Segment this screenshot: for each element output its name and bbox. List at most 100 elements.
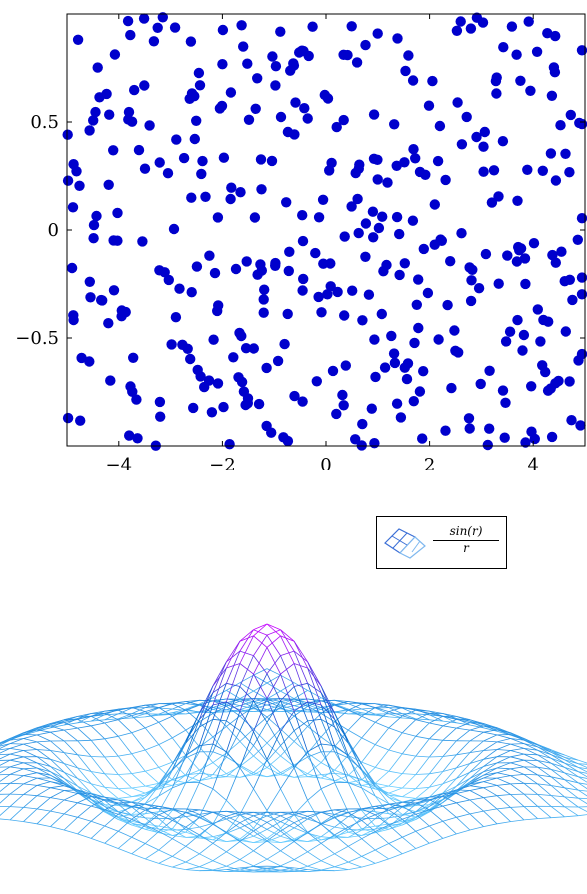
mesh-line [185,773,200,776]
mesh-line [158,817,173,820]
mesh-line [226,764,241,778]
mesh-line [91,719,105,722]
mesh-line [523,774,538,785]
scatter-point [423,100,435,111]
scatter-point [155,411,166,422]
scatter-point [367,206,379,217]
mesh-line [226,840,240,842]
scatter-point [479,126,490,138]
scatter-point [522,164,533,175]
mesh-line [415,786,430,789]
scatter-point [322,289,333,300]
mesh-line [510,738,525,744]
mesh-line [415,800,430,805]
mesh-line [212,851,227,862]
mesh-line [199,823,214,836]
mesh-line [172,715,187,731]
scatter-point [327,365,339,377]
mesh-line [320,853,335,862]
mesh-line [63,771,78,779]
mesh-line [415,755,430,758]
scatter-point [575,420,586,431]
mesh-line [388,749,403,755]
mesh-line [199,718,214,728]
mesh-line [523,748,538,756]
scatter-point [486,197,498,208]
mesh-line [226,726,241,742]
mesh-line [144,849,160,860]
scatter-point [225,87,237,98]
mesh-line [415,825,430,832]
mesh-line [226,682,241,691]
mesh-line [334,704,349,711]
mesh-line [510,734,525,741]
scatter-point [546,431,558,443]
scatter-point [275,111,287,123]
mesh-line [266,700,281,708]
mesh-line [36,767,51,776]
mesh-line [320,788,335,817]
scatter-point [162,168,174,179]
scatter-point [185,353,196,365]
mesh-line [293,686,308,722]
mesh-line [104,709,119,714]
mesh-line [483,787,498,797]
mesh-line [77,720,92,724]
mesh-line [36,749,51,751]
mesh-line [429,805,444,811]
mesh-line [199,762,214,771]
mesh-line [456,763,471,769]
mesh-line [523,739,538,748]
mesh-line [226,766,241,775]
mesh-line [375,805,389,811]
mesh-line [577,797,587,805]
mesh-line [307,751,322,789]
mesh-line [50,766,65,773]
mesh-line [185,719,200,756]
mesh-line [456,771,471,779]
scatter-point [465,23,477,34]
mesh-line [361,722,376,739]
mesh-line [388,770,403,774]
scatter-point [461,111,472,123]
mesh-line [361,763,376,787]
scatter-point [283,265,294,277]
scatter-point [389,357,401,369]
scatter-point [92,62,103,73]
mesh-line [564,796,579,799]
scatter-point [370,371,381,383]
mesh-line [104,712,119,721]
scatter-point [357,315,368,326]
mesh-line [131,806,146,819]
mesh-line [144,785,160,804]
scatter-point [394,269,405,281]
mesh-line [280,814,295,829]
scatter-point [139,80,150,91]
mesh-line [266,635,281,648]
mesh-line [239,814,254,829]
mesh-line [334,745,349,756]
mesh-line [523,806,538,819]
mesh-line [64,716,78,721]
mesh-line [523,774,538,776]
mesh-line [239,682,254,692]
mesh-line [402,773,416,775]
mesh-line [226,711,241,752]
scatter-point [62,175,74,186]
mesh-line [212,774,227,778]
mesh-line [564,759,579,768]
mesh-line [199,692,214,728]
mesh-line [90,820,105,827]
mesh-line [212,667,227,706]
mesh-line [131,813,146,815]
mesh-line [442,725,457,729]
mesh-line [307,690,322,699]
mesh-line [131,749,146,755]
mesh-line [537,783,552,796]
mesh-line [253,690,268,700]
mesh-line [428,756,444,775]
mesh-line [64,719,78,723]
mesh-line [36,823,51,827]
mesh-line [131,732,146,751]
scatter-point [148,36,160,47]
